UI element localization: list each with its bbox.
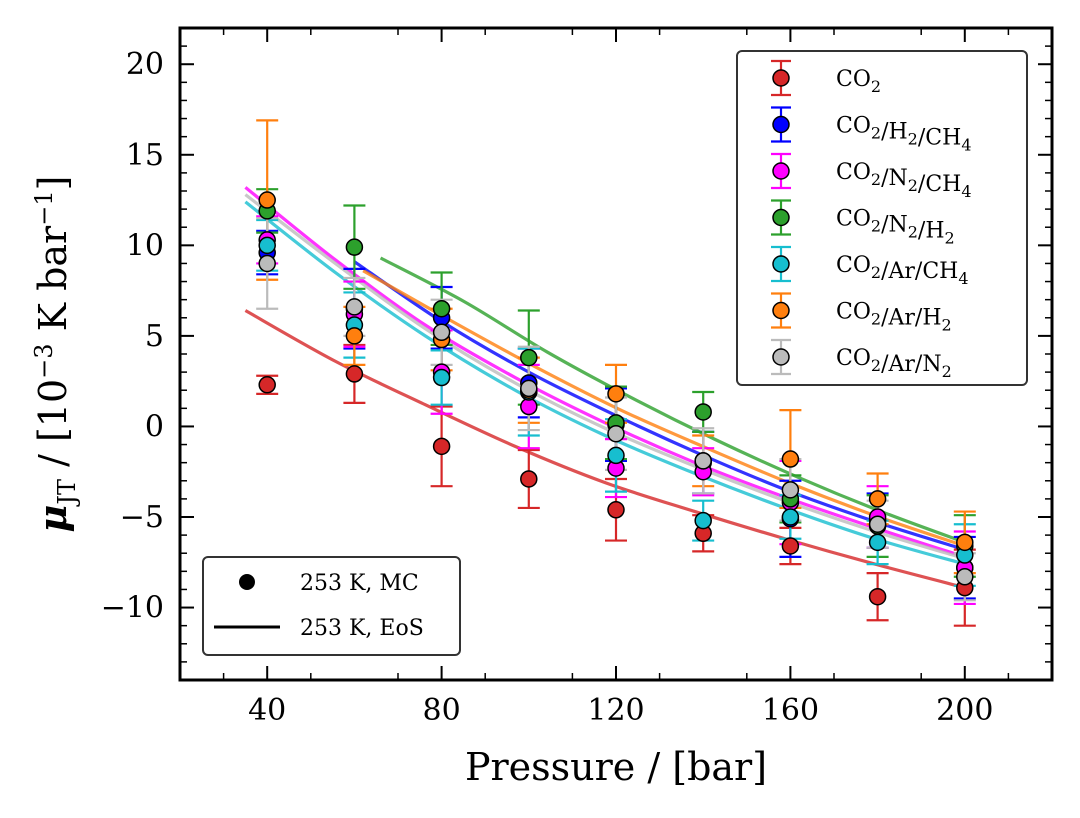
legend-marker xyxy=(772,255,790,273)
y-tick-label: 15 xyxy=(126,138,164,173)
legend-marker xyxy=(772,348,790,366)
data-point xyxy=(432,323,451,342)
axis-ticks: 40 80 120 160 200 −10 −5 0 5 10 15 20 xyxy=(101,27,1052,728)
data-point xyxy=(345,365,364,383)
data-point xyxy=(781,481,800,499)
data-points xyxy=(258,191,974,606)
data-point xyxy=(781,508,800,526)
data-point xyxy=(694,452,712,470)
legend-mc-marker xyxy=(239,574,255,590)
data-point xyxy=(956,568,974,586)
data-point xyxy=(520,379,538,398)
data-point xyxy=(607,424,625,443)
data-point xyxy=(781,450,800,468)
legend-label: CO2 xyxy=(836,67,881,96)
legend-marker xyxy=(772,69,790,87)
legend-label: 253 K, MC xyxy=(300,571,419,596)
data-point xyxy=(258,191,276,209)
legend-label: CO2/N2/CH4 xyxy=(836,160,972,201)
data-point xyxy=(868,533,887,552)
data-point xyxy=(258,376,276,394)
data-point xyxy=(520,348,538,367)
x-tick-label: 120 xyxy=(587,693,644,728)
eos-curve xyxy=(379,256,966,544)
data-point xyxy=(345,238,364,256)
eos-curve xyxy=(244,193,966,561)
data-point xyxy=(258,254,276,273)
legend-label: CO2/Ar/CH4 xyxy=(836,253,969,288)
y-tick-label: 0 xyxy=(145,409,164,444)
eos-curve xyxy=(244,186,966,559)
data-point xyxy=(345,298,364,316)
legend-marker xyxy=(772,208,790,227)
x-axis-title: Pressure / [bar] xyxy=(465,745,767,789)
data-point xyxy=(258,236,276,255)
data-point xyxy=(520,470,538,488)
data-point xyxy=(956,533,974,552)
marker-legend: 253 K, MC 253 K, EoS xyxy=(202,556,461,656)
legend-label: CO2/Ar/H2 xyxy=(836,300,952,335)
x-tick-label: 160 xyxy=(762,693,819,728)
legend-box xyxy=(202,556,461,656)
data-point xyxy=(607,446,625,465)
data-point xyxy=(520,397,538,416)
legend-label: CO2/Ar/N2 xyxy=(836,346,952,381)
legend-marker xyxy=(772,162,790,180)
data-point xyxy=(345,327,364,345)
x-tick-label: 80 xyxy=(423,693,461,728)
data-point xyxy=(432,368,451,387)
data-point xyxy=(694,403,712,421)
legend-box xyxy=(736,50,1028,386)
x-tick-label: 40 xyxy=(248,693,286,728)
y-tick-label: 20 xyxy=(126,47,164,82)
legend-label: CO2/H2/CH4 xyxy=(836,114,972,155)
series-legend: CO2 CO2/H2/CH4 CO2/N2/CH4 CO2/N2/H2 CO2/Ar/C… xyxy=(736,50,1028,386)
legend-marker xyxy=(772,115,790,134)
data-point xyxy=(868,490,887,508)
y-tick-label: 10 xyxy=(126,228,164,263)
legend-marker xyxy=(772,301,790,320)
data-point xyxy=(868,587,887,606)
data-point xyxy=(694,511,712,530)
y-tick-label: −5 xyxy=(120,500,164,535)
data-point xyxy=(432,299,451,318)
data-point xyxy=(432,437,451,456)
y-axis-title: μJT / [10−3 K bar−1] xyxy=(30,176,81,533)
y-tick-label: −10 xyxy=(101,591,164,626)
legend-label: 253 K, EoS xyxy=(300,616,424,641)
x-tick-label: 200 xyxy=(936,693,993,728)
legend-label: CO2/N2/H2 xyxy=(836,207,955,248)
y-tick-label: 5 xyxy=(145,319,164,354)
y-axis-title-text: μJT / [10−3 K bar−1] xyxy=(30,176,81,533)
data-point xyxy=(781,537,800,555)
data-point xyxy=(607,385,625,403)
data-point xyxy=(607,501,625,519)
data-point xyxy=(868,515,887,533)
